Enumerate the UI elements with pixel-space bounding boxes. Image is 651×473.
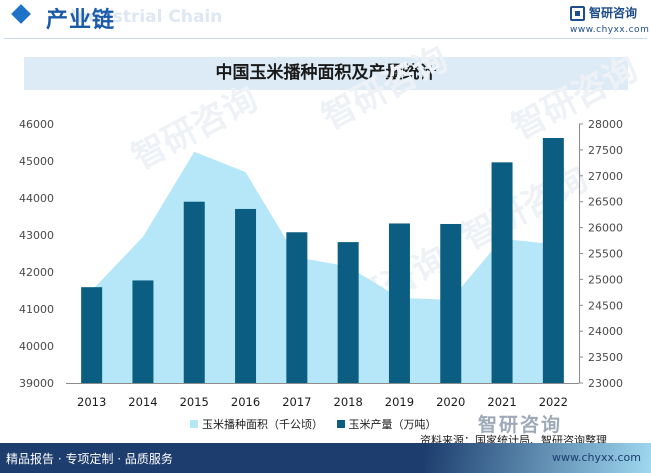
y-right-tick-24000: 24000: [588, 325, 623, 338]
y-left-tick-42000: 42000: [19, 266, 54, 279]
brand-url: www.chyxx.com: [570, 25, 650, 35]
x-tick-2019: 2019: [385, 395, 414, 409]
y-right-tick-23000: 23000: [588, 377, 623, 390]
footer-bar: 精品报告 · 专项定制 · 品质服务 www.chyxx.com: [0, 443, 651, 473]
footer-gradient: www.chyxx.com: [425, 443, 651, 473]
y-right-tick-27500: 27500: [588, 144, 623, 157]
chart-title: 中国玉米播种面积及产量统计: [24, 57, 628, 90]
footer-url: www.chyxx.com: [551, 451, 641, 464]
y-left-tick-39000: 39000: [19, 377, 54, 390]
bar-2015: [183, 201, 205, 383]
x-tick-2014: 2014: [128, 395, 157, 409]
legend-item-bar: 玉米产量（万吨）: [336, 416, 437, 432]
y-left-tick-45000: 45000: [19, 155, 54, 168]
bar-2022: [542, 137, 564, 383]
y-right-tick-23500: 23500: [588, 351, 623, 364]
page-header: Industrial Chain 产业链 智研咨询 www.chyxx.com: [0, 0, 651, 40]
legend-label-area: 玉米播种面积（千公顷）: [202, 418, 323, 431]
header-divider: [4, 38, 647, 39]
y-right-tick-27000: 27000: [588, 170, 623, 183]
x-tick-2018: 2018: [334, 395, 363, 409]
bar-2020: [440, 223, 462, 383]
y-left-tick-40000: 40000: [19, 340, 54, 353]
y-left-tick-43000: 43000: [19, 229, 54, 242]
x-tick-2022: 2022: [539, 395, 568, 409]
bar-2019: [388, 223, 410, 383]
chart-legend: 玉米播种面积（千公顷） 玉米产量（万吨）: [190, 416, 447, 432]
logo-icon: [570, 6, 585, 21]
x-tick-2015: 2015: [180, 395, 209, 409]
bar-2013: [81, 287, 103, 383]
y-left-tick-41000: 41000: [19, 303, 54, 316]
y-right-tick-26000: 26000: [588, 222, 623, 235]
x-tick-2020: 2020: [436, 395, 465, 409]
y-right-tick-28000: 28000: [588, 118, 623, 131]
area-series: [91, 151, 554, 383]
watermark-1: 智研咨询: [315, 39, 454, 138]
bar-2021: [491, 162, 513, 383]
legend-swatch-area: [190, 420, 198, 428]
watermark-logo: 智研咨询: [478, 410, 562, 437]
y-right-tick-24500: 24500: [588, 299, 623, 312]
y-left-tick-44000: 44000: [19, 192, 54, 205]
watermark-text: 智研咨询: [478, 414, 563, 436]
legend-label-bar: 玉米产量（万吨）: [348, 418, 437, 431]
bar-2018: [337, 242, 359, 383]
section-title: 产业链: [46, 8, 116, 33]
x-tick-2017: 2017: [282, 395, 311, 409]
y-left-tick-46000: 46000: [19, 118, 54, 131]
bar-2017: [286, 232, 308, 383]
footer-tagline: 精品报告 · 专项定制 · 品质服务: [6, 452, 173, 466]
legend-swatch-bar: [336, 420, 345, 428]
x-tick-2021: 2021: [487, 395, 516, 409]
legend-item-area: 玉米播种面积（千公顷）: [190, 416, 323, 432]
x-tick-2016: 2016: [231, 395, 260, 409]
y-right-tick-25500: 25500: [588, 248, 623, 261]
x-tick-2013: 2013: [77, 395, 106, 409]
bar-2016: [235, 208, 257, 383]
watermark-5: 智研咨询: [505, 49, 644, 148]
y-right-tick-25000: 25000: [588, 273, 623, 286]
y-right-tick-26500: 26500: [588, 196, 623, 209]
section-subtitle: Industrial Chain: [70, 7, 223, 27]
brand-name: 智研咨询: [589, 6, 638, 20]
brand-logo: 智研咨询 www.chyxx.com: [570, 4, 649, 40]
bar-2014: [132, 280, 154, 383]
